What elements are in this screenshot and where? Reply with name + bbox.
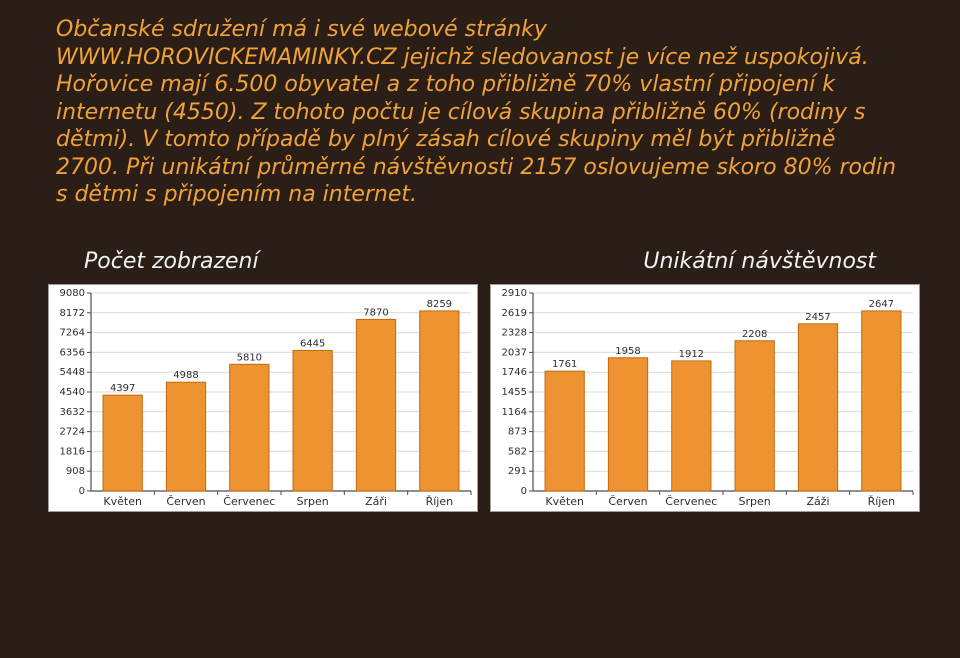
svg-text:6445: 6445 — [300, 338, 325, 349]
svg-text:1746: 1746 — [502, 367, 527, 378]
svg-text:8259: 8259 — [427, 298, 452, 309]
svg-text:1761: 1761 — [552, 359, 577, 370]
svg-text:1816: 1816 — [60, 446, 85, 457]
bar — [735, 340, 774, 490]
svg-text:Záři: Záři — [365, 495, 387, 508]
bar — [608, 357, 647, 490]
svg-text:8172: 8172 — [60, 307, 85, 318]
chart-titles-row: Počet zobrazení Unikátní návštěvnost — [44, 227, 916, 284]
svg-text:6356: 6356 — [60, 347, 85, 358]
svg-text:1912: 1912 — [679, 348, 704, 359]
svg-text:Květen: Květen — [103, 495, 142, 508]
chart-title-left: Počet zobrazení — [84, 249, 259, 274]
svg-text:4540: 4540 — [60, 387, 85, 398]
svg-text:5448: 5448 — [60, 367, 85, 378]
svg-text:4988: 4988 — [173, 370, 198, 381]
svg-text:2910: 2910 — [502, 288, 527, 299]
charts-row: 0 908 1816 2724 3632 4540 5448 6356 7264 8172 9080… — [44, 284, 916, 512]
svg-text:2724: 2724 — [60, 426, 85, 437]
bar — [420, 310, 459, 490]
svg-text:2619: 2619 — [502, 307, 527, 318]
svg-text:1958: 1958 — [615, 345, 640, 356]
bar — [672, 360, 711, 490]
svg-text:0: 0 — [79, 486, 85, 497]
svg-text:2328: 2328 — [502, 327, 527, 338]
bar — [103, 395, 142, 491]
svg-text:908: 908 — [66, 466, 85, 477]
svg-text:2457: 2457 — [805, 311, 830, 322]
svg-text:3632: 3632 — [60, 406, 85, 417]
svg-text:873: 873 — [508, 426, 527, 437]
bar — [230, 364, 269, 491]
svg-text:Červenec: Červenec — [665, 495, 717, 508]
svg-text:Květen: Květen — [545, 495, 584, 508]
bar — [862, 310, 901, 490]
bar — [798, 323, 837, 490]
svg-text:2647: 2647 — [869, 298, 894, 309]
intro-line2: WWW.HOROVICKEMAMINKY.CZ jejichž sledovan… — [56, 44, 904, 209]
svg-text:2037: 2037 — [502, 347, 527, 358]
intro-line1: Občanské sdružení má i své webové stránk… — [56, 16, 904, 44]
chart-title-right: Unikátní návštěvnost — [643, 249, 876, 274]
svg-text:Srpen: Srpen — [297, 495, 329, 508]
svg-text:7264: 7264 — [60, 327, 85, 338]
svg-text:291: 291 — [508, 466, 527, 477]
svg-text:1164: 1164 — [502, 406, 527, 417]
svg-text:4397: 4397 — [110, 383, 135, 394]
chart-right: 0 291 582 873 1164 1455 1746 2037 2328 2619 2910 17… — [490, 284, 920, 512]
svg-text:Srpen: Srpen — [739, 495, 771, 508]
bar — [356, 319, 395, 491]
svg-text:Záži: Záži — [806, 495, 829, 508]
chart-left: 0 908 1816 2724 3632 4540 5448 6356 7264 8172 9080… — [48, 284, 478, 512]
svg-text:Červen: Červen — [166, 495, 205, 508]
svg-text:Červen: Červen — [608, 495, 647, 508]
bar — [293, 350, 332, 491]
bar — [545, 371, 584, 491]
svg-text:2208: 2208 — [742, 328, 767, 339]
svg-text:5810: 5810 — [237, 352, 262, 363]
svg-text:7870: 7870 — [363, 307, 388, 318]
svg-text:1455: 1455 — [502, 387, 527, 398]
page-root: Občanské sdružení má i své webové stránk… — [0, 0, 960, 658]
bar — [166, 382, 205, 491]
svg-text:Říjen: Říjen — [868, 495, 896, 508]
svg-text:582: 582 — [508, 446, 527, 457]
svg-text:0: 0 — [521, 486, 527, 497]
svg-text:Říjen: Říjen — [426, 495, 454, 508]
svg-text:9080: 9080 — [60, 288, 85, 299]
svg-text:Červenec: Červenec — [223, 495, 275, 508]
intro-text-block: Občanské sdružení má i své webové stránk… — [44, 16, 916, 227]
